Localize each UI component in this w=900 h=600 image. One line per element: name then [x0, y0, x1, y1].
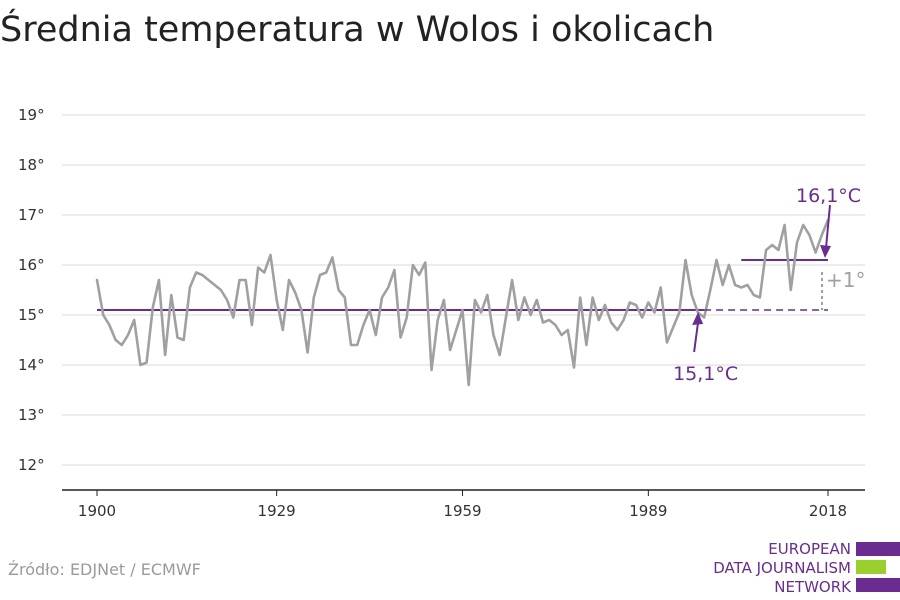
- logo-bar-green: [856, 560, 886, 574]
- y-tick-label: 18°: [18, 156, 45, 174]
- y-tick-label: 13°: [18, 406, 45, 424]
- chart-title: Średnia temperatura w Wolos i okolicach: [0, 10, 715, 50]
- arrow-low: [693, 321, 700, 353]
- difference-label: +1°: [826, 268, 865, 292]
- x-tick-label: 2018: [809, 502, 847, 520]
- arrow-high: [825, 204, 831, 249]
- y-tick-label: 16°: [18, 256, 45, 274]
- logo-bar-purple-top: [856, 542, 900, 556]
- x-tick-label: 1929: [258, 502, 296, 520]
- series-line-temperature: [95, 218, 830, 387]
- logo-bar-purple-bottom: [856, 578, 900, 592]
- x-tick-label: 1959: [443, 502, 481, 520]
- chart: 12° 13° 14° 15° 16° 17° 18° 19° 1900 1929 1959 198…: [18, 106, 865, 520]
- y-tick-label: 12°: [18, 456, 45, 474]
- edjnet-logo: EUROPEAN DATA JOURNALISM NETWORK: [700, 540, 900, 600]
- x-tick-label: 1900: [78, 502, 116, 520]
- reference-label-low: 15,1°C: [673, 363, 738, 385]
- logo-line-1: EUROPEAN: [768, 540, 851, 558]
- y-tick-label: 17°: [18, 206, 45, 224]
- logo-line-3: NETWORK: [774, 578, 851, 596]
- arrow-high-head: [820, 245, 831, 258]
- logo-line-2: DATA JOURNALISM: [713, 559, 851, 577]
- arrow-low-head: [692, 312, 704, 325]
- y-tick-label: 15°: [18, 306, 45, 324]
- y-tick-label: 14°: [18, 356, 45, 374]
- reference-label-high: 16,1°C: [796, 185, 861, 207]
- y-tick-label: 19°: [18, 106, 45, 124]
- x-tick-label: 1989: [629, 502, 667, 520]
- source-note: Źródło: EDJNet / ECMWF: [8, 560, 201, 579]
